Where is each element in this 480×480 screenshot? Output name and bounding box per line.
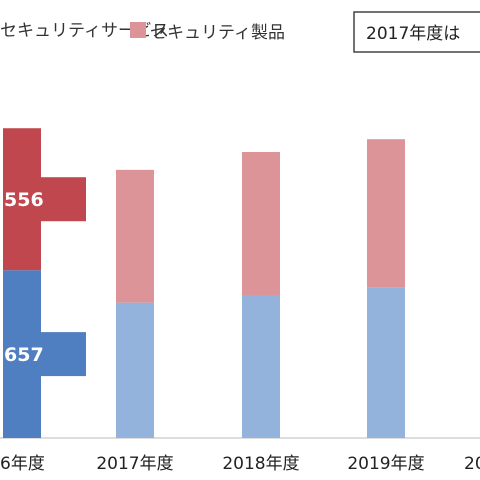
data-labels-layer: 657 556 [4, 177, 86, 377]
legend-swatch-product [130, 22, 146, 38]
data-label-tab-product [40, 177, 86, 222]
bar-product-3 [367, 139, 405, 288]
bar-service-1 [116, 302, 154, 438]
data-label-product: 556 [4, 189, 44, 211]
callout: 2017年度は [353, 11, 480, 53]
bar-product-1 [116, 169, 154, 303]
data-label-tab-service [40, 332, 86, 377]
x-tick-label-1: 2017年度 [96, 454, 173, 474]
x-tick-label-2: 2018年度 [222, 454, 299, 474]
bar-product-2 [242, 151, 280, 295]
bar-service-0 [3, 270, 41, 438]
data-label-service: 657 [4, 344, 44, 366]
x-tick-label-4: 20 [464, 454, 480, 474]
callout-text: 2017年度は [366, 24, 460, 44]
x-tick-label-0: 6年度 [0, 454, 45, 474]
bar-service-3 [367, 287, 405, 438]
bars-layer [3, 128, 405, 438]
callout-box [353, 11, 480, 53]
bar-service-2 [242, 294, 280, 438]
x-tick-labels: 6年度 2017年度 2018年度 2019年度 20 [0, 454, 480, 474]
legend-label-product: セキュリティ製品 [150, 23, 285, 43]
legend: セキュリティサービス セキュリティ製品 [0, 21, 285, 43]
bar-product-0 [3, 128, 41, 271]
legend-label-service: セキュリティサービス [0, 21, 169, 41]
x-tick-label-3: 2019年度 [347, 454, 424, 474]
